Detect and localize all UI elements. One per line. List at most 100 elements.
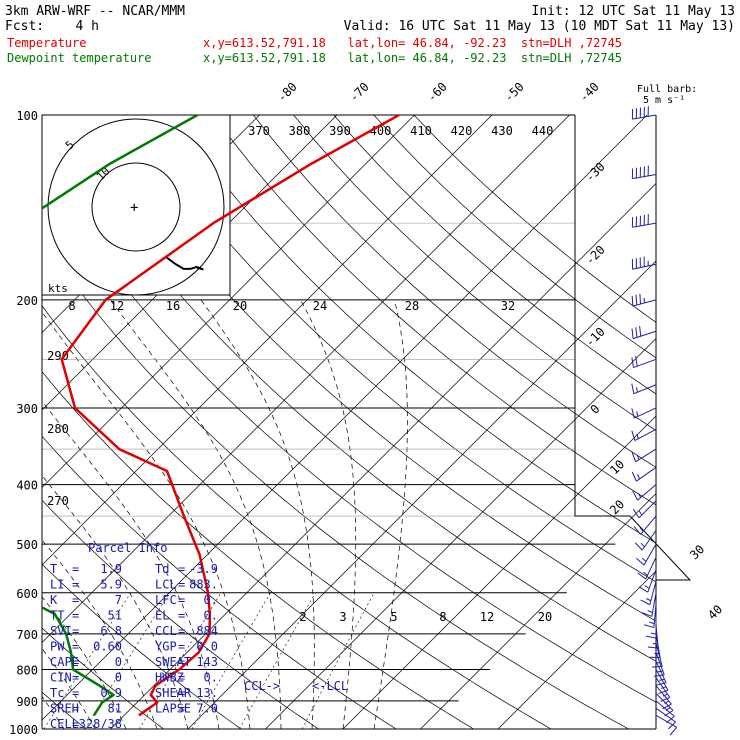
theta-left-tick-label: 290 — [47, 349, 69, 363]
theta-tick-label: 410 — [410, 124, 432, 138]
mixing-ratio-label-upper: 8 — [68, 299, 75, 313]
parcel-info-cell: SHEAR — [155, 686, 192, 700]
hodograph: 5 10 + kts — [41, 114, 231, 296]
isotherm-tick-label: -30 — [583, 160, 608, 185]
wind-legend-line1: Full barb: — [637, 84, 697, 95]
pressure-tick-label: 400 — [16, 479, 38, 493]
parcel-info-cell: = — [178, 671, 185, 685]
isotherm-line — [497, 570, 656, 729]
temperature-profile-line — [60, 115, 400, 717]
wind-barb — [633, 515, 657, 535]
parcel-info-cell: = — [72, 640, 79, 654]
dry-adiabat-line — [0, 115, 9, 729]
dry-adiabat-line — [42, 627, 164, 729]
parcel-info-cell: 0.0 — [196, 640, 218, 654]
isotherm-line — [187, 260, 656, 729]
parcel-info-cell: = — [178, 655, 185, 669]
wind-barb — [638, 569, 657, 593]
parcel-info-cell: YGP — [155, 640, 177, 654]
hodograph-ring-inner — [91, 162, 181, 252]
pressure-tick-label: 200 — [16, 294, 38, 308]
parcel-info-cell: = — [72, 671, 79, 685]
wind-barb — [655, 707, 677, 730]
parcel-info-cell: 0. — [204, 593, 218, 607]
isotherm-line — [265, 338, 656, 729]
wind-barb — [642, 592, 657, 617]
pressure-tick-label: 300 — [16, 402, 38, 416]
parcel-info-cell: 7.0 — [196, 702, 218, 716]
dry-adiabat-line — [42, 435, 397, 729]
wind-barb — [640, 581, 657, 606]
parcel-info-cell: = — [178, 609, 185, 623]
mixing-ratio-label-lower: 8 — [439, 610, 446, 624]
wind-barb — [631, 448, 657, 463]
isotherm-tick-label: -80 — [275, 80, 300, 105]
pressure-tick-label: 700 — [16, 628, 38, 642]
legend-dewpoint-name: Dewpoint temperature — [7, 51, 152, 65]
parcel-info-panel: Parcel Info T = 1.9 Td = -3.9LI = 5.9 LCL = 883.K =… — [50, 541, 348, 731]
valid-time: Valid: 16 UTC Sat 11 May 13 (10 MDT Sat … — [344, 19, 735, 34]
isotherm-tick-label: 30 — [687, 542, 707, 562]
parcel-info-cell: 0 — [115, 671, 122, 685]
parcel-info-cell: 143 — [196, 655, 218, 669]
init-time: Init: 12 UTC Sat 11 May 13 — [532, 4, 736, 19]
plot-frame — [41, 114, 692, 730]
header: 3km ARW-WRF -- NCAR/MMM Init: 12 UTC Sat… — [5, 4, 735, 65]
dry-adiabat-line — [42, 563, 242, 729]
parcel-info-cell: 0. — [204, 609, 218, 623]
isotherm-tick-label: 0 — [588, 402, 603, 417]
parcel-info-cell: 7 — [115, 593, 122, 607]
pressure-tick-label: 800 — [16, 663, 38, 677]
isotherm-tick-label: -50 — [502, 80, 527, 105]
hodograph-center-mark: + — [130, 200, 138, 216]
dry-adiabat-line — [213, 115, 656, 506]
dry-adiabat-line — [413, 115, 656, 323]
pressure-tick-label: 1000 — [9, 723, 38, 737]
mixing-ratio-label-upper: 32 — [501, 299, 515, 313]
parcel-info-cell: = — [72, 624, 79, 638]
pressure-tick-label: 100 — [16, 109, 38, 123]
parcel-info-cell: T — [50, 562, 57, 576]
parcel-info-cell: 884 — [196, 624, 218, 638]
moist-adiabat-line — [42, 647, 96, 729]
theta-tick-label: 430 — [491, 124, 513, 138]
mixing-ratio-label-upper: 24 — [313, 299, 327, 313]
dry-adiabat-line — [42, 371, 474, 729]
legend-temperature-name: Temperature — [7, 36, 86, 50]
pressure-tick-label: 600 — [16, 587, 38, 601]
isotherm-tick-label: -70 — [347, 80, 372, 105]
legend-temperature-info: x,y=613.52,791.18 lat,lon= 46.84, -92.23… — [203, 36, 622, 50]
wind-barb — [655, 714, 678, 736]
wind-barb — [632, 500, 657, 519]
isotherm-tick-label: -10 — [583, 325, 608, 350]
mixing-ratio-line — [139, 592, 222, 729]
lcl-marker: <-LCL — [312, 679, 348, 693]
isotherm-line — [42, 115, 415, 488]
parcel-info-cell: 328/38 — [79, 717, 122, 731]
isotherm-line — [110, 183, 656, 729]
wind-barb — [631, 467, 657, 482]
parcel-info-cell: 883. — [189, 578, 218, 592]
isotherm-tick-label: -20 — [583, 243, 608, 268]
isotherm-line — [42, 115, 493, 566]
wind-barb — [637, 556, 657, 580]
dry-adiabat-line — [42, 499, 319, 729]
parcel-info-cell: = — [178, 578, 185, 592]
mixing-ratio-line — [191, 592, 271, 729]
parcel-info-cell: SREH — [50, 702, 79, 716]
model-title: 3km ARW-WRF -- NCAR/MMM — [5, 4, 185, 19]
hodograph-trace — [165, 256, 204, 271]
isotherm-tick-label: 10 — [607, 457, 627, 477]
wind-legend: Full barb: 5 m s⁻¹ — [637, 84, 697, 106]
parcel-info-cell: EL — [155, 609, 169, 623]
frame-right-lower — [574, 478, 692, 729]
mixing-ratio-label-lower: 12 — [480, 610, 494, 624]
wind-barb — [631, 106, 657, 120]
parcel-info-cell: 0.9 — [100, 686, 122, 700]
wind-barbs — [631, 106, 678, 736]
parcel-info-cell: LI — [50, 578, 64, 592]
parcel-info-cell: LAPSE — [155, 702, 191, 716]
dewpoint-profile-line — [42, 115, 199, 716]
legend-dewpoint-info: x,y=613.52,791.18 lat,lon= 46.84, -92.23… — [203, 51, 622, 65]
